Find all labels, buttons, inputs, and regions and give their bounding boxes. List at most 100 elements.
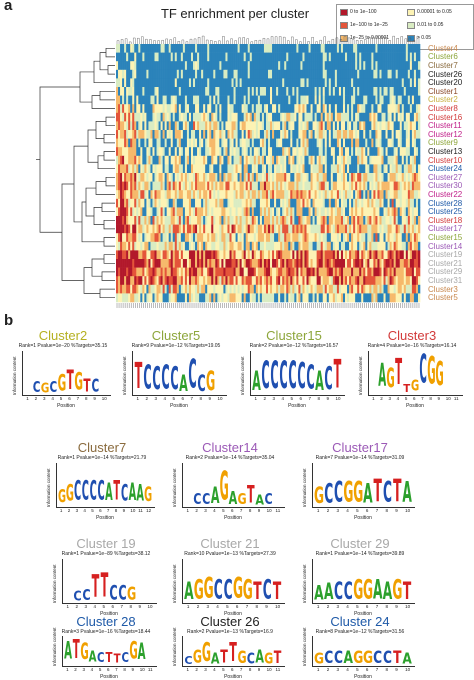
motif-cluster-title: Cluster3 (387, 328, 437, 343)
motif-position-tick: 9 (257, 508, 261, 513)
legend-label: 0 to 1e−100 (350, 9, 377, 15)
motif-position-tick: 6 (99, 508, 102, 513)
motif-base-letter: G (410, 378, 420, 395)
motif-base-letter: G (219, 463, 229, 511)
motif-base-letter: A (402, 476, 412, 509)
motif-base-letter: C (49, 378, 58, 396)
motif-position-tick: 1 (316, 604, 320, 609)
motif-position-tick: 7 (120, 604, 124, 609)
motif-ylabel: Information content (12, 356, 17, 395)
motif-xlabel: Position (57, 403, 75, 409)
legend-item: 0 to 1e−100 (340, 8, 377, 16)
motif-stats: Rank=1 Pvalue=1e−14 %Targets=39.89 (315, 551, 405, 557)
motif-position-tick: 5 (222, 508, 225, 513)
motif-position-tick: 9 (93, 396, 96, 401)
legend-item: 1e−100 to 1e−25 (340, 21, 388, 29)
motif-stats: Rank=3 Pvalue=1e−16 %Targets=18.44 (61, 629, 151, 635)
motif-cluster-title: Cluster7 (77, 440, 127, 455)
motif-position-tick: 9 (326, 396, 330, 401)
motif-position-tick: 4 (83, 508, 86, 513)
motif-xlabel: Position (224, 515, 242, 521)
motif-base-letter: T (134, 356, 143, 398)
legend-label: 0.01 to 0.05 (417, 22, 444, 28)
motif-ylabel: Information content (122, 356, 127, 395)
motif-base-letter: T (72, 637, 80, 666)
motif-cluster-title: Cluster 28 (76, 614, 136, 629)
cluster-row-label: Cluster21 (428, 258, 463, 268)
motif-xlabel: Position (288, 403, 306, 409)
motif-base-letter: C (121, 651, 130, 666)
motif-position-tick: 2 (326, 508, 330, 513)
motif-base-letter: T (333, 351, 342, 398)
motif-base-letter: A (128, 480, 137, 508)
cluster-row-label: Cluster10 (428, 155, 463, 165)
motif-base-letter: T (105, 651, 113, 666)
cluster-row-label: Cluster17 (428, 224, 463, 234)
motif-position-tick: 1 (186, 508, 189, 513)
motif-base-letter: G (435, 358, 444, 395)
motif-base-letter: C (97, 477, 105, 508)
motif-position-tick: 11 (275, 508, 281, 513)
motif-base-letter: C (197, 371, 206, 397)
motif-position-tick: 2 (34, 396, 38, 401)
legend-label: 1e−100 to 1e−25 (350, 22, 388, 28)
motif-base-letter: A (105, 480, 113, 508)
motif-base-letter: G (206, 366, 216, 397)
motif-stats: Rank=8 Pvalue=1e−12 %Targets=31.56 (315, 629, 405, 635)
motif-ylabel: Information content (302, 627, 307, 666)
motif-position-tick: 5 (356, 604, 359, 609)
cluster-row-label: Cluster8 (428, 104, 458, 113)
motif-position-tick: 2 (75, 604, 79, 609)
motif-position-tick: 10 (130, 508, 136, 513)
motif-base-letter: C (143, 359, 152, 398)
motif-base-letter: T (373, 473, 382, 509)
motif-position-tick: 3 (388, 396, 391, 401)
motif-position-tick: 7 (239, 508, 243, 513)
motif-base-letter: G (237, 648, 247, 668)
motif-base-letter: A (252, 366, 261, 397)
motif-position-tick: 1 (372, 396, 375, 401)
motif-axis (62, 636, 157, 667)
motif-position-tick: 8 (317, 396, 321, 401)
cluster-row-label: Cluster13 (428, 147, 463, 156)
cluster-row-label: Cluster22 (428, 190, 463, 199)
motif-cluster-title: Cluster 29 (330, 536, 390, 551)
motif-ylabel: Information content (52, 564, 57, 603)
motif-stats: Rank=4 Pvalue=1e−16 %Targets=16.14 (367, 343, 457, 349)
motif-base-letter: C (170, 361, 179, 398)
motif-xlabel: Position (406, 403, 424, 409)
motif-position-tick: 6 (235, 604, 239, 609)
cluster-row-label: Cluster12 (428, 129, 463, 139)
motif-base-letter: C (213, 574, 223, 605)
motif-position-tick: 6 (299, 396, 303, 401)
motif-position-tick: 4 (216, 604, 219, 609)
motif-base-letter: G (57, 370, 67, 397)
motif-position-tick: 2 (67, 508, 71, 513)
motif-position-tick: 2 (380, 396, 383, 401)
motif-position-tick: 6 (365, 604, 369, 609)
cluster-row-label: Cluster31 (428, 276, 463, 285)
motif-xlabel: Position (354, 611, 372, 617)
motif-position-tick: 9 (395, 508, 398, 513)
motif-base-letter: C (333, 576, 343, 605)
cluster-row-label: Cluster18 (428, 215, 463, 225)
motif-position-tick: 10 (445, 396, 451, 401)
motif-base-letter: C (262, 574, 272, 605)
column-dendrogram (116, 35, 420, 44)
motif-axis (312, 636, 415, 667)
motif-base-letter: C (261, 354, 270, 398)
motif-position-tick: 7 (245, 604, 249, 609)
motif-base-letter: A (64, 639, 73, 666)
motif-position-tick: 4 (346, 508, 349, 513)
motif-position-tick: 7 (76, 396, 80, 401)
motif-logo: Cluster7 Rank=1 Pvalue=1e−14 %Targets=21.… (42, 440, 162, 528)
motif-xlabel: Position (354, 515, 372, 521)
motif-base-letter: T (91, 569, 100, 606)
motif-base-letter: G (80, 641, 89, 666)
motif-base-letter: C (73, 588, 82, 604)
